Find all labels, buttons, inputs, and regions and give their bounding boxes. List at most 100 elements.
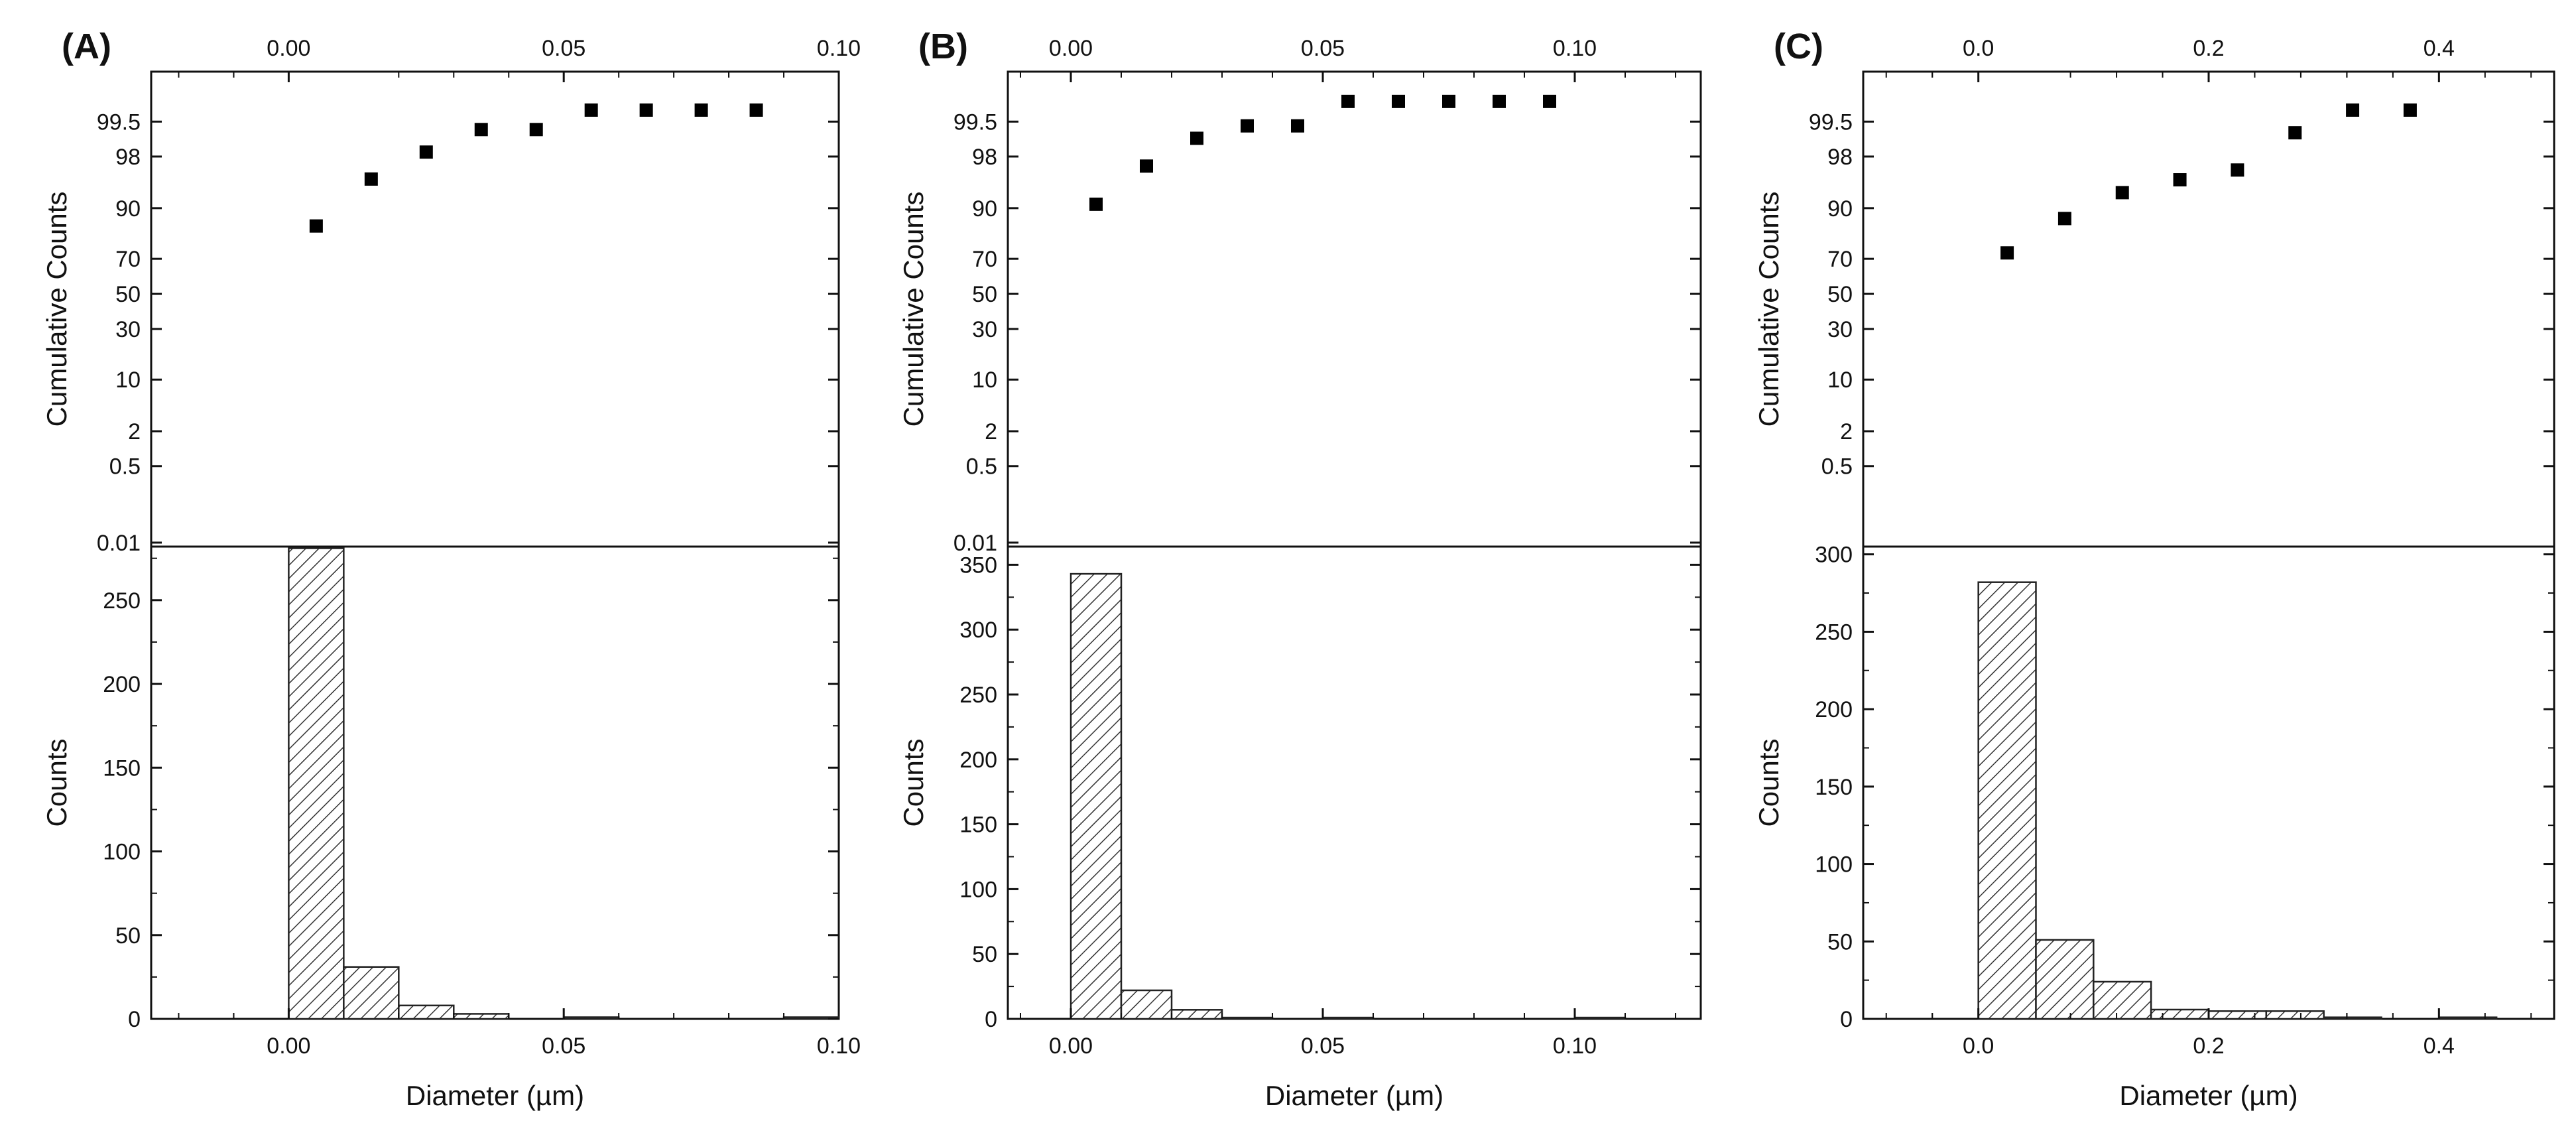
scatter-point [2057, 212, 2071, 226]
histogram-bar [2093, 980, 2152, 1020]
histogram-bar [2265, 1010, 2325, 1020]
scatter-point [2346, 103, 2360, 117]
histogram-bar [2207, 1010, 2268, 1020]
scatter-y-tick-label: 30 [972, 317, 997, 342]
histogram-y-tick-label: 100 [1815, 852, 1853, 878]
scatter-point [419, 145, 433, 159]
histogram-y-tick-label: 200 [103, 672, 141, 697]
histogram-x-tick-label: 0.10 [1553, 1033, 1597, 1059]
top-axis-tick-label: 0.10 [1553, 36, 1597, 61]
histogram-x-axis-title: Diameter (µm) [406, 1080, 584, 1111]
scatter-y-tick-label: 10 [972, 367, 997, 393]
histogram-x-tick-label: 0.05 [542, 1033, 585, 1059]
histogram-bar [1170, 1009, 1223, 1020]
histogram-bar [398, 1004, 455, 1020]
scatter-y-tick-label: 0.01 [97, 531, 141, 556]
histogram-bar [1573, 1016, 1626, 1020]
histogram-y-tick-label: 50 [115, 923, 141, 949]
histogram-bar [1321, 1016, 1375, 1020]
scatter-point [1190, 131, 1203, 145]
scatter-y-tick-label: 30 [1827, 317, 1853, 342]
scatter-y-tick-label: 10 [115, 367, 141, 393]
histogram-y-tick-label: 150 [1815, 775, 1853, 800]
scatter-point [2173, 173, 2187, 187]
scatter-y-tick-label: 30 [115, 317, 141, 342]
scatter-y-tick-label: 99.5 [1809, 109, 1853, 135]
scatter-y-tick-label: 2 [985, 419, 997, 444]
scatter-y-tick-label: 0.01 [953, 531, 997, 556]
histogram-x-tick-label: 0.00 [1049, 1033, 1093, 1059]
histogram-y-tick-label: 150 [959, 813, 997, 838]
scatter-y-tick-label: 90 [115, 196, 141, 222]
panel-label: (C) [1774, 27, 1823, 66]
histogram-y-tick-label: 250 [1815, 620, 1853, 645]
scatter-point [694, 103, 708, 117]
scatter-point [2403, 103, 2417, 117]
histogram-bar [2323, 1016, 2382, 1020]
panel-frame [150, 70, 840, 1020]
scatter-point [1241, 119, 1254, 133]
scatter-y-tick-label: 0.5 [1821, 454, 1853, 480]
histogram-x-tick-label: 0.0 [1963, 1033, 1994, 1059]
histogram-y-tick-label: 250 [103, 588, 141, 614]
histogram-x-tick-label: 0.4 [2423, 1033, 2455, 1059]
histogram-y-tick-label: 50 [972, 942, 997, 967]
histogram-y-tick-label: 250 [959, 683, 997, 708]
histogram-y-tick-label: 200 [959, 748, 997, 773]
scatter-point [1442, 94, 1455, 108]
scatter-y-tick-label: 98 [972, 145, 997, 170]
scatter-y-tick-label: 50 [972, 282, 997, 307]
histogram-y-tick-label: 300 [959, 618, 997, 643]
histogram-x-tick-label: 0.00 [267, 1033, 310, 1059]
scatter-point [1140, 159, 1153, 173]
histogram-y-tick-label: 100 [103, 840, 141, 865]
histogram-y-tick-label: 150 [103, 756, 141, 781]
histogram-x-axis-title: Diameter (µm) [2119, 1080, 2298, 1111]
scatter-y-axis-title: Cumulative Counts [1753, 192, 1784, 427]
scatter-y-tick-label: 2 [128, 419, 141, 444]
histogram-y-tick-label: 200 [1815, 697, 1853, 722]
scatter-y-tick-label: 98 [1827, 145, 1853, 170]
histogram-y-tick-label: 0 [128, 1007, 141, 1032]
histogram-bar [2035, 939, 2095, 1020]
scatter-point [2288, 126, 2302, 140]
panel-frame [1862, 70, 2555, 1020]
scatter-y-tick-label: 0.5 [966, 454, 997, 480]
histogram-bar [562, 1016, 620, 1020]
histogram-y-tick-label: 350 [959, 553, 997, 578]
histogram-bar [2438, 1016, 2498, 1020]
histogram-y-axis-title: Counts [41, 738, 72, 827]
histogram-bar [1221, 1016, 1274, 1020]
scatter-y-tick-label: 99.5 [953, 109, 997, 135]
scatter-point [1291, 119, 1304, 133]
histogram-y-tick-label: 300 [1815, 543, 1853, 568]
scatter-y-tick-label: 70 [115, 247, 141, 272]
histogram-y-axis-title: Counts [1753, 738, 1784, 827]
scatter-point [474, 123, 488, 137]
histogram-bar [1120, 989, 1173, 1020]
histogram-bar [288, 547, 345, 1020]
histogram-x-tick-label: 0.10 [817, 1033, 861, 1059]
histogram-x-tick-label: 0.05 [1301, 1033, 1345, 1059]
top-axis-tick-label: 0.2 [2193, 36, 2224, 61]
scatter-y-tick-label: 99.5 [97, 109, 141, 135]
top-axis-tick-label: 0.00 [1049, 36, 1093, 61]
scatter-y-axis-title: Cumulative Counts [41, 192, 72, 427]
histogram-bar [343, 966, 400, 1020]
scatter-y-tick-label: 50 [115, 282, 141, 307]
scatter-y-tick-label: 0.5 [109, 454, 141, 480]
scatter-point [529, 123, 543, 137]
scatter-y-tick-label: 90 [1827, 196, 1853, 222]
scatter-y-tick-label: 90 [972, 196, 997, 222]
scatter-point [1341, 94, 1355, 108]
histogram-bar [453, 1013, 510, 1020]
scatter-point [584, 103, 598, 117]
histogram-x-tick-label: 0.2 [2193, 1033, 2224, 1059]
histogram-y-tick-label: 0 [1840, 1007, 1853, 1032]
panel-label: (B) [918, 27, 968, 66]
scatter-y-tick-label: 2 [1840, 419, 1853, 444]
histogram-bar [1977, 581, 2037, 1020]
top-axis-tick-label: 0.05 [542, 36, 585, 61]
scatter-point [2231, 163, 2244, 177]
top-axis-tick-label: 0.00 [267, 36, 310, 61]
